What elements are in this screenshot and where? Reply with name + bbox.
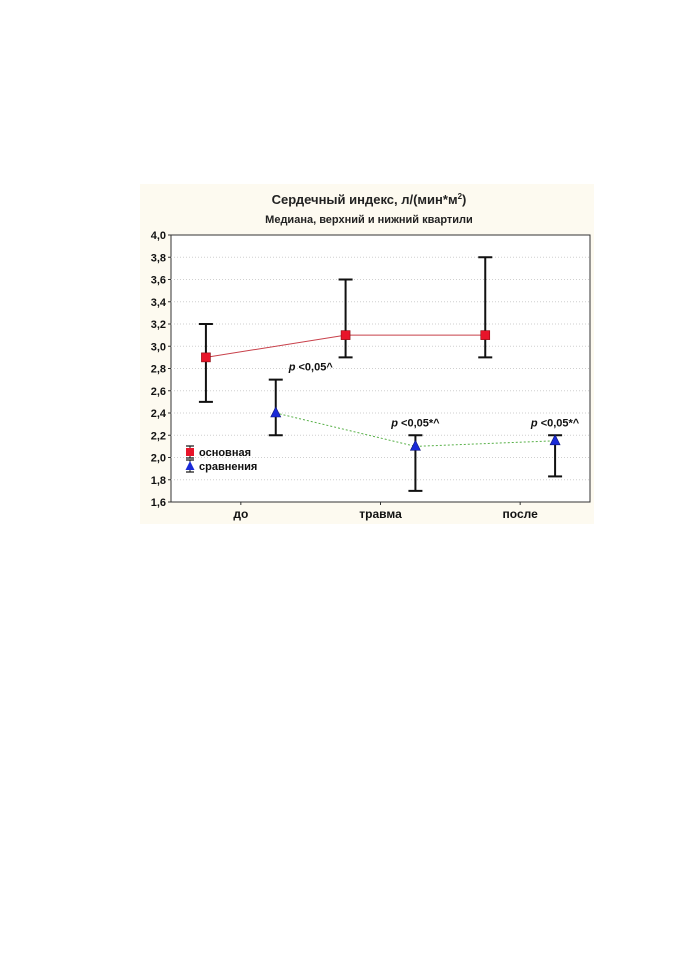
y-tick-label: 3,0 bbox=[151, 341, 166, 353]
median-point bbox=[409, 439, 421, 451]
grid-layer bbox=[171, 256, 590, 481]
y-tick-label: 3,8 bbox=[151, 252, 166, 264]
median-point bbox=[480, 330, 491, 340]
y-tick-label: 2,0 bbox=[151, 453, 166, 465]
y-tick-label: 4,0 bbox=[151, 230, 166, 242]
p-value-symbol: p bbox=[530, 417, 538, 429]
y-tick-label: 3,6 bbox=[151, 275, 166, 287]
legend-marker-triangle bbox=[185, 461, 195, 470]
series-line-2 bbox=[275, 412, 556, 447]
y-tick-label: 2,4 bbox=[151, 408, 167, 420]
x-tick-label: после bbox=[503, 507, 539, 521]
axis-layer: 1,6 1,8 2,0 2,2 2,4 2,6 2,8 3,0 3,2 3,4 3,6 3,8 4,0 д… bbox=[151, 230, 538, 521]
legend-label: основная bbox=[199, 447, 251, 459]
x-tick-label: до bbox=[233, 507, 248, 521]
y-tick-label: 2,8 bbox=[151, 364, 166, 376]
p-value-text: <0,05^ bbox=[295, 362, 333, 374]
y-tick-label: 2,2 bbox=[151, 430, 166, 442]
y-tick-label: 3,4 bbox=[151, 297, 167, 309]
p-value-annotation: p <0,05*^ bbox=[390, 417, 440, 429]
p-value-symbol: p bbox=[288, 362, 296, 374]
chart-svg: Сердечный индекс, л/(мин*м2) Медиана, ве… bbox=[151, 192, 591, 521]
p-value-text: <0,05*^ bbox=[538, 417, 580, 429]
legend-marker-square bbox=[186, 448, 194, 456]
chart-title: Сердечный индекс, л/(мин*м2) bbox=[272, 192, 467, 207]
y-tick-label: 2,6 bbox=[151, 386, 166, 398]
y-tick-label: 1,6 bbox=[151, 497, 166, 509]
median-point bbox=[201, 352, 211, 363]
series-layer bbox=[198, 256, 563, 492]
chart-subtitle: Медиана, верхний и нижний квартили bbox=[265, 214, 473, 226]
legend: основная сравнения bbox=[185, 445, 257, 473]
chart-title-sup: 2 bbox=[458, 192, 463, 201]
p-value-symbol: p bbox=[390, 417, 398, 429]
chart-figure: Сердечный индекс, л/(мин*м2) Медиана, ве… bbox=[140, 184, 594, 524]
legend-label: сравнения bbox=[199, 461, 257, 473]
median-point bbox=[549, 434, 561, 446]
p-value-text: <0,05*^ bbox=[398, 417, 440, 429]
y-tick-label: 1,8 bbox=[151, 475, 166, 487]
chart-title-main: Сердечный индекс, л/(мин*м bbox=[272, 192, 458, 207]
y-tick-label: 3,2 bbox=[151, 319, 166, 331]
x-tick-label: травма bbox=[359, 507, 402, 521]
p-value-annotation: p <0,05^ bbox=[288, 362, 334, 374]
p-value-annotation: p <0,05*^ bbox=[530, 417, 580, 429]
median-point bbox=[270, 406, 282, 418]
chart-title-tail: ) bbox=[462, 192, 466, 207]
median-point bbox=[340, 330, 351, 340]
annotation-layer: p <0,05^p <0,05*^ p <0,05*^ bbox=[288, 362, 580, 430]
